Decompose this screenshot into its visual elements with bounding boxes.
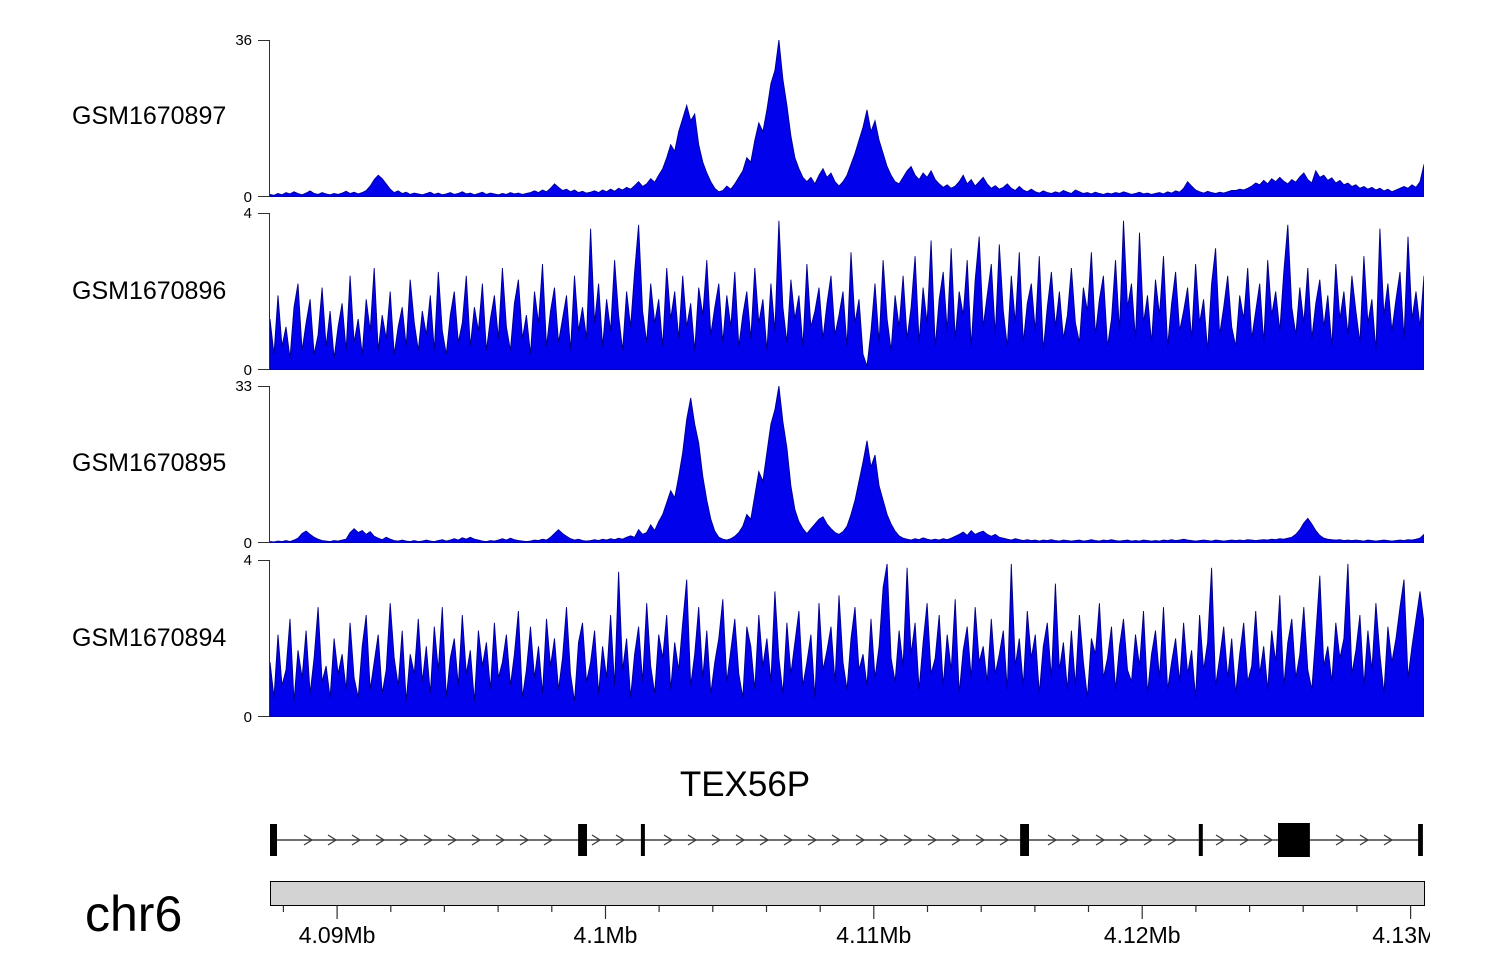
coverage-area: [270, 220, 1424, 370]
track-label-gsm1670895: GSM1670895: [72, 449, 227, 477]
strand-direction-arrow-icon: [447, 834, 458, 846]
strand-direction-arrow-icon: [1071, 834, 1082, 846]
strand-direction-arrow-icon: [327, 834, 338, 846]
track-label-gsm1670894: GSM1670894: [72, 624, 227, 652]
strand-direction-arrow-icon: [687, 834, 698, 846]
strand-direction-arrow-icon: [1383, 834, 1394, 846]
strand-direction-arrow-icon: [591, 834, 602, 846]
strand-direction-arrow-icon: [999, 834, 1010, 846]
strand-direction-arrow-icon: [471, 834, 482, 846]
exon-box: [1418, 824, 1423, 856]
axis-tick-label: 4.09Mb: [299, 922, 376, 948]
y-axis-zero-label: 0: [243, 362, 252, 379]
axis-tick-label: 4.12Mb: [1104, 922, 1181, 948]
coverage-area: [270, 40, 1424, 197]
strand-direction-arrow-icon: [831, 834, 842, 846]
y-axis-max-label: 36: [235, 32, 252, 49]
strand-direction-arrow-icon: [1095, 834, 1106, 846]
exon-box: [1278, 823, 1310, 857]
y-axis-bracket: [258, 213, 270, 370]
strand-direction-arrow-icon: [399, 834, 410, 846]
y-axis-bracket: [258, 386, 270, 543]
strand-direction-arrow-icon: [1239, 834, 1250, 846]
strand-direction-arrow-icon: [543, 834, 554, 846]
y-axis-zero-label: 0: [243, 709, 252, 726]
signal-plot-gsm1670895: [270, 386, 1424, 543]
strand-direction-arrow-icon: [1359, 834, 1370, 846]
strand-direction-arrow-icon: [423, 834, 434, 846]
strand-direction-arrow-icon: [879, 834, 890, 846]
exon-box: [578, 824, 587, 856]
strand-direction-arrow-icon: [351, 834, 362, 846]
strand-direction-arrow-icon: [903, 834, 914, 846]
strand-direction-arrow-icon: [711, 834, 722, 846]
strand-direction-arrow-icon: [735, 834, 746, 846]
strand-direction-arrow-icon: [951, 834, 962, 846]
track-label-gsm1670897: GSM1670897: [72, 102, 227, 130]
strand-direction-arrow-icon: [495, 834, 506, 846]
strand-direction-arrow-icon: [375, 834, 386, 846]
y-axis-max-label: 4: [243, 552, 252, 569]
strand-direction-arrow-icon: [975, 834, 986, 846]
strand-direction-arrow-icon: [663, 834, 674, 846]
strand-direction-arrow-icon: [1263, 834, 1274, 846]
gene-model-track: [270, 823, 1423, 857]
y-axis-bracket: [258, 40, 270, 197]
exon-box: [1198, 824, 1203, 856]
strand-direction-arrow-icon: [303, 834, 314, 846]
signal-plot-gsm1670894: [270, 563, 1424, 717]
y-axis-zero-label: 0: [243, 189, 252, 206]
genome-axis-track: 4.09Mb 4.1Mb 4.11Mb 4.12Mb 4.13Mb: [270, 881, 1430, 948]
coverage-area: [270, 563, 1424, 717]
strand-direction-arrow-icon: [927, 834, 938, 846]
chromosome-range-bar: [270, 881, 1425, 906]
signal-plot-gsm1670897: [270, 40, 1424, 197]
strand-direction-arrow-icon: [783, 834, 794, 846]
axis-tick-label: 4.13Mb: [1372, 922, 1430, 948]
strand-direction-arrow-icon: [1335, 834, 1346, 846]
strand-direction-arrow-icon: [807, 834, 818, 846]
strand-direction-arrow-icon: [1215, 834, 1226, 846]
signal-plot-gsm1670896: [270, 220, 1424, 370]
exon-box: [640, 824, 645, 856]
y-axis-max-label: 4: [243, 205, 252, 222]
strand-direction-arrow-icon: [615, 834, 626, 846]
strand-direction-arrow-icon: [1167, 834, 1178, 846]
exon-box: [1020, 824, 1029, 856]
gene-name-label: TEX56P: [679, 765, 811, 804]
coverage-area: [270, 386, 1424, 543]
exon-box: [270, 824, 277, 856]
track-label-gsm1670896: GSM1670896: [72, 277, 227, 305]
y-axis-max-label: 33: [235, 378, 252, 395]
strand-direction-arrow-icon: [855, 834, 866, 846]
strand-direction-arrow-icon: [1119, 834, 1130, 846]
strand-direction-arrow-icon: [519, 834, 530, 846]
strand-direction-arrow-icon: [759, 834, 770, 846]
axis-tick-label: 4.11Mb: [836, 922, 911, 948]
axis-tick-label: 4.1Mb: [574, 922, 638, 948]
strand-direction-arrow-icon: [1143, 834, 1154, 846]
y-axis-bracket: [258, 560, 270, 717]
strand-direction-arrow-icon: [1047, 834, 1058, 846]
chromosome-label: chr6: [85, 886, 183, 942]
y-axis-zero-label: 0: [243, 535, 252, 552]
